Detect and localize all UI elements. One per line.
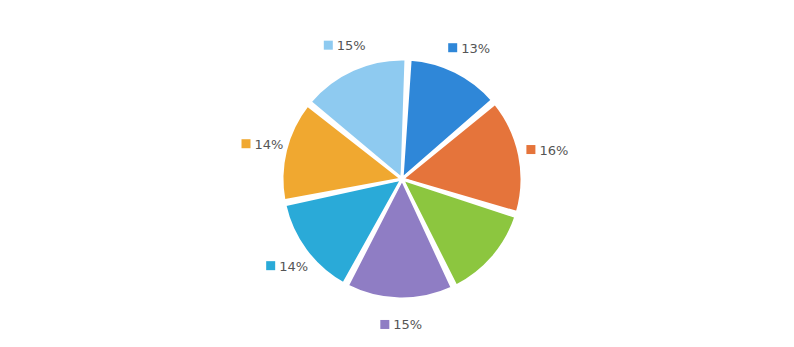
svg-text:14%: 14% [279,259,308,274]
svg-text:15%: 15% [337,38,366,53]
svg-text:13%: 13% [461,41,490,56]
svg-text:16%: 16% [539,143,568,158]
svg-text:15%: 15% [393,317,422,332]
svg-text:14%: 14% [255,137,284,152]
